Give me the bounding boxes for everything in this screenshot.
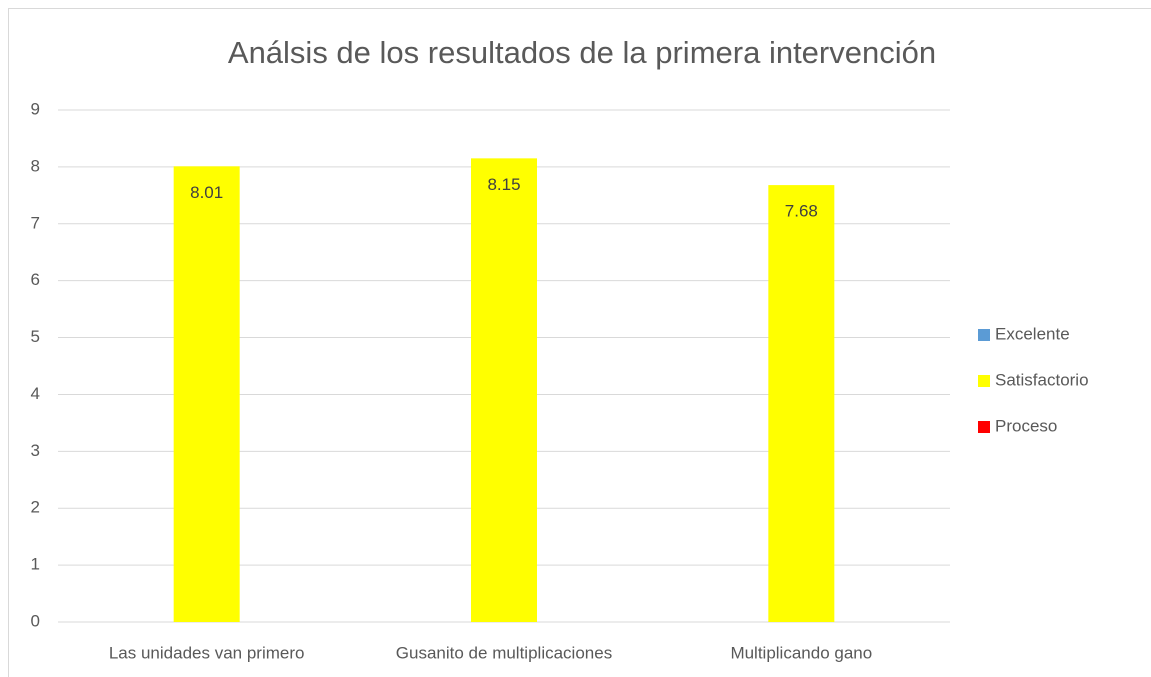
x-tick-label: Gusanito de multiplicaciones: [396, 643, 612, 662]
legend-swatch: [978, 421, 990, 433]
legend-swatch: [978, 329, 990, 341]
chart-title: Análsis de los resultados de la primera …: [228, 35, 936, 70]
bar: [768, 185, 835, 623]
data-label: 8.15: [487, 175, 520, 194]
bar: [471, 158, 537, 622]
y-tick-label: 3: [31, 441, 40, 460]
legend-label: Satisfactorio: [995, 370, 1089, 389]
y-tick-label: 7: [31, 213, 40, 232]
y-tick-label: 2: [31, 498, 40, 517]
y-tick-label: 1: [31, 555, 40, 574]
bar: [173, 166, 240, 622]
y-tick-label: 6: [31, 270, 40, 289]
data-label: 7.68: [785, 202, 818, 221]
legend-swatch: [978, 375, 990, 387]
y-tick-label: 9: [31, 99, 40, 118]
y-tick-label: 8: [31, 156, 40, 175]
y-tick-label: 4: [31, 384, 40, 403]
legend-label: Proceso: [995, 416, 1057, 435]
legend-label: Excelente: [995, 324, 1070, 343]
x-tick-label: Multiplicando gano: [730, 643, 872, 662]
x-tick-label: Las unidades van primero: [109, 643, 305, 662]
y-tick-label: 5: [31, 327, 40, 346]
y-tick-label: 0: [31, 611, 40, 630]
data-label: 8.01: [190, 183, 223, 202]
